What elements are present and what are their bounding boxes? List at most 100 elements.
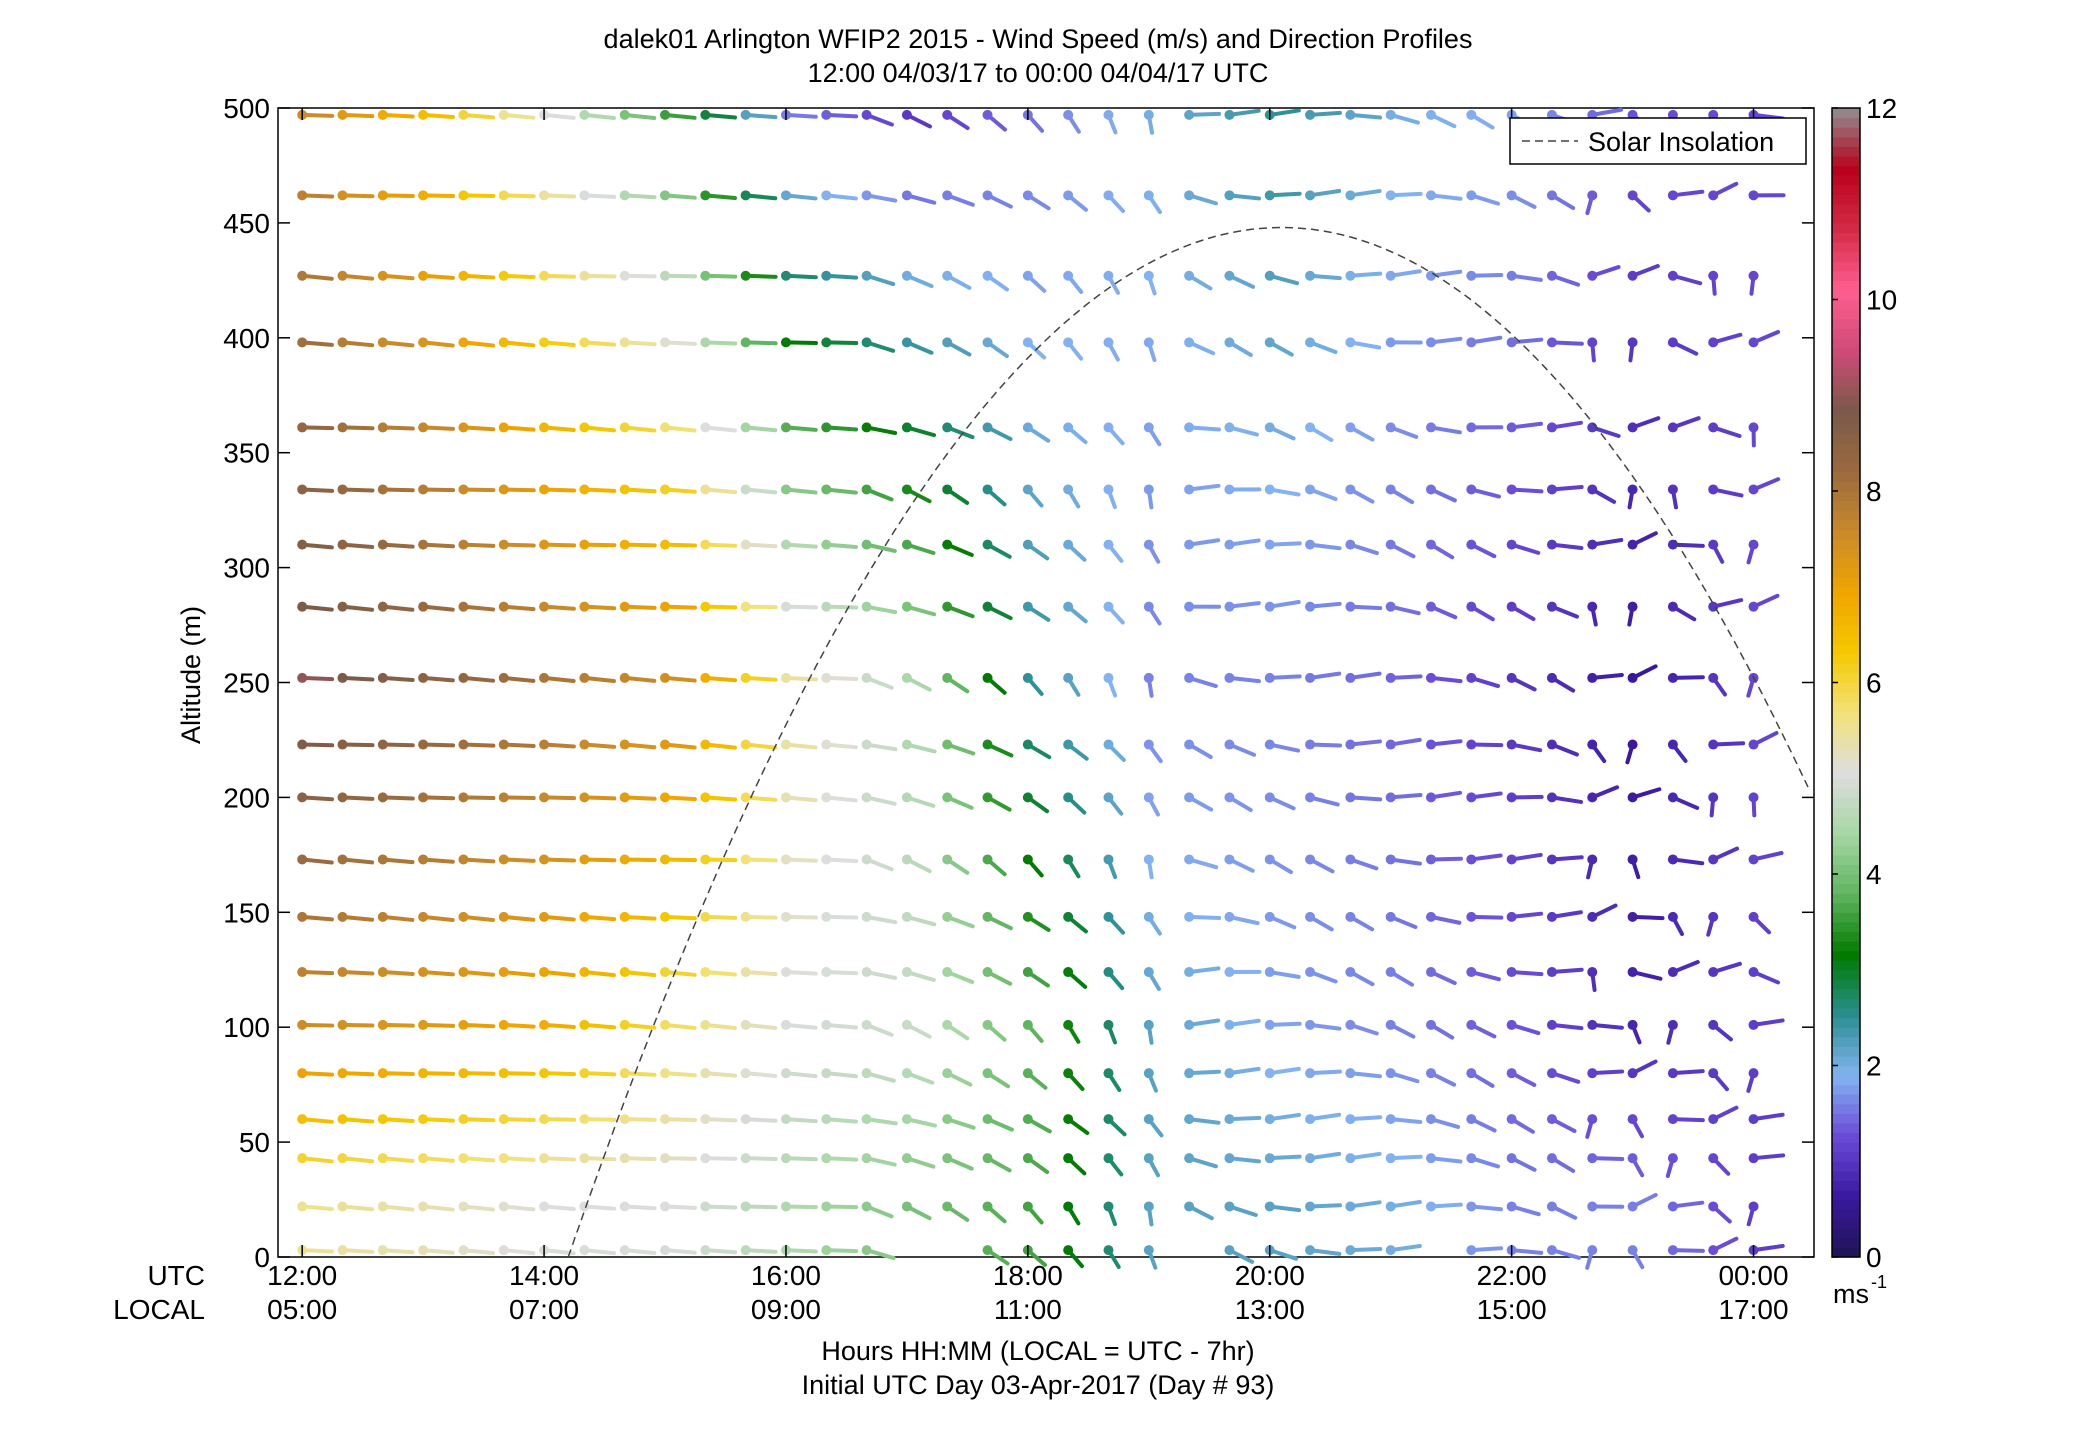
wind-barb [499, 1245, 534, 1255]
wind-barb-dot [1507, 1068, 1517, 1078]
wind-barb-dot [1668, 1201, 1678, 1211]
wind-barb-dot [1224, 422, 1234, 432]
wind-barb [620, 1020, 655, 1030]
wind-barb [1265, 422, 1294, 438]
wind-barb [499, 271, 534, 281]
wind-barb [781, 602, 816, 612]
wind-barb-dot [1628, 1153, 1638, 1163]
wind-barb-dot [539, 854, 549, 864]
wind-barb [1305, 337, 1335, 352]
wind-barb-dot [1184, 271, 1194, 281]
wind-barb [862, 484, 892, 499]
wind-barb [1708, 849, 1737, 865]
wind-barb-dot [821, 854, 831, 864]
wind-barb [378, 1068, 413, 1078]
wind-barb-dot [821, 1020, 831, 1030]
wind-barb [1386, 967, 1412, 985]
wind-barb [781, 967, 816, 977]
wind-barb [539, 1114, 574, 1124]
wind-barb-dot [1103, 484, 1113, 494]
colorbar-segment [1832, 625, 1860, 635]
wind-barb-dot [741, 337, 751, 347]
wind-barb [781, 422, 816, 432]
wind-barb-dot [499, 1068, 509, 1078]
wind-barb [1708, 1153, 1728, 1174]
wind-barb-dot [942, 1020, 952, 1030]
wind-barb [338, 190, 373, 200]
wind-barb-dot [1386, 484, 1396, 494]
footer-initial-day: Initial UTC Day 03-Apr-2017 (Day # 93) [802, 1370, 1275, 1400]
wind-barb-dot [1224, 337, 1234, 347]
wind-barb-dot [1507, 1153, 1517, 1163]
wind-barb [1063, 110, 1079, 132]
wind-barb [1386, 854, 1420, 864]
wind-barb [1184, 967, 1218, 977]
wind-barb [1466, 1020, 1494, 1037]
wind-barb [539, 484, 574, 494]
wind-barb-dot [983, 337, 993, 347]
wind-barb-dot [1547, 484, 1557, 494]
wind-barb [1466, 1153, 1498, 1166]
wind-barb [741, 673, 776, 683]
colorbar-segment [1832, 970, 1860, 980]
wind-barb [1587, 740, 1604, 762]
wind-barb-dot [579, 792, 589, 802]
wind-barb [1426, 1068, 1454, 1084]
wind-barb-dot [1426, 602, 1436, 612]
colorbar-segment [1832, 252, 1860, 262]
wind-barb-dot [1184, 190, 1194, 200]
wind-barb-dot [620, 1153, 630, 1163]
wind-barb [1063, 1114, 1087, 1133]
wind-barb-dot [1103, 271, 1113, 281]
wind-barb [821, 912, 856, 922]
wind-barb [458, 1245, 493, 1255]
wind-barb-dot [862, 422, 872, 432]
wind-barb [660, 792, 695, 802]
wind-barb-dot [1103, 1020, 1113, 1030]
wind-barb [1265, 792, 1294, 808]
wind-barb [983, 1114, 1012, 1130]
colorbar-segment [1832, 922, 1860, 932]
wind-barb-dot [781, 1114, 791, 1124]
wind-barb-dot [1305, 967, 1315, 977]
wind-barb-dot [1265, 1201, 1275, 1211]
wind-barb-dot [741, 967, 751, 977]
wind-barb [1144, 484, 1154, 507]
wind-barb [862, 337, 894, 350]
wind-barb-dot [741, 1114, 751, 1124]
wind-barb [1507, 1201, 1539, 1214]
wind-barb [1305, 1245, 1339, 1255]
wind-barb [1023, 1201, 1042, 1222]
wind-barb-dot [1749, 602, 1759, 612]
wind-barb-dot [1426, 912, 1436, 922]
wind-barb-dot [1587, 1020, 1597, 1030]
wind-barb-dot [499, 540, 509, 550]
wind-barb [579, 110, 614, 120]
wind-barb [499, 337, 534, 347]
wind-barb [1587, 337, 1597, 360]
wind-barb [1668, 740, 1686, 761]
wind-barb [1587, 190, 1597, 213]
wind-barb-dot [499, 673, 509, 683]
wind-barb [1547, 673, 1573, 691]
wind-barb-dot [1708, 1153, 1718, 1163]
wind-barb-dot [942, 484, 952, 494]
wind-barb-dot [983, 540, 993, 550]
colorbar-segment [1832, 1209, 1860, 1219]
colorbar-segment [1832, 912, 1860, 922]
wind-barb-dot [741, 673, 751, 683]
wind-barb [1507, 540, 1539, 553]
wind-barb [1628, 602, 1638, 625]
wind-barb [781, 1020, 816, 1030]
wind-barb-dot [1426, 190, 1436, 200]
wind-barb [1749, 792, 1759, 815]
wind-barb [1386, 110, 1418, 123]
wind-barb-dot [700, 602, 710, 612]
wind-barb [418, 602, 453, 612]
wind-barb [700, 912, 735, 922]
wind-barb-dot [1587, 190, 1597, 200]
wind-barb [1668, 1068, 1703, 1078]
wind-barb [902, 422, 934, 435]
wind-barb-dot [1144, 484, 1154, 494]
wind-barb-dot [741, 912, 751, 922]
